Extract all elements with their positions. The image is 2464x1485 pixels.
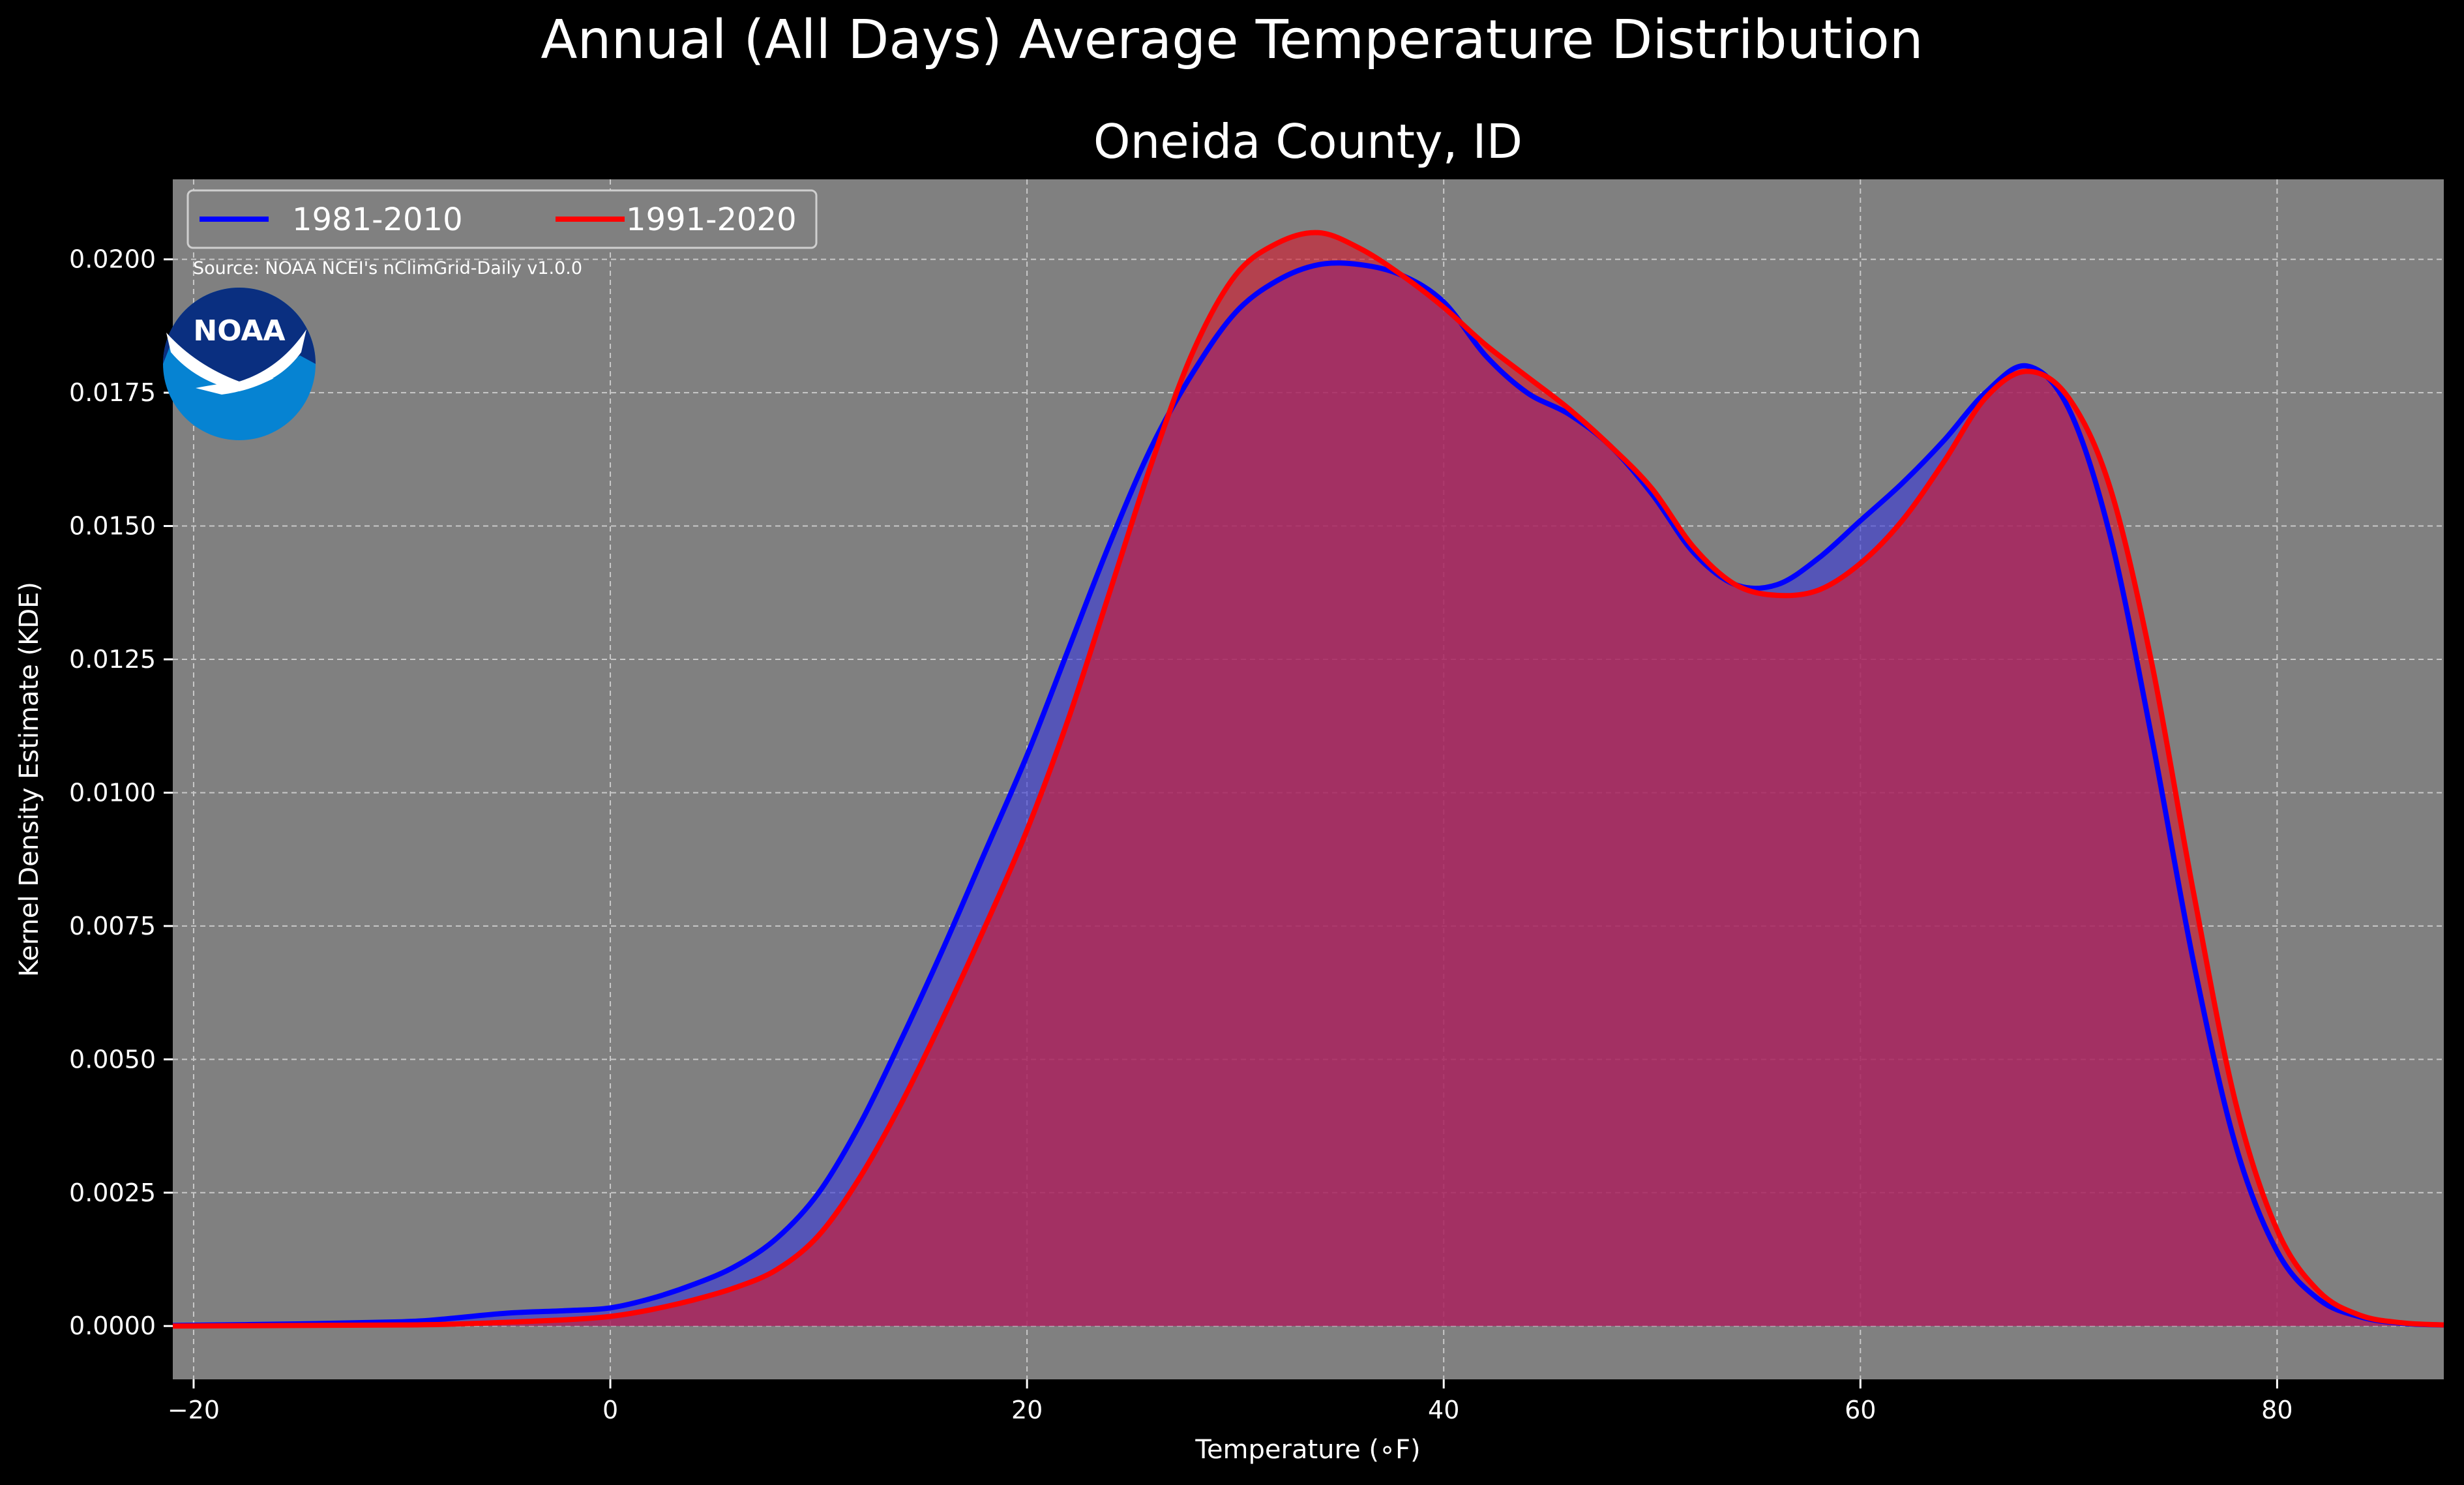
source-note: Source: NOAA NCEI's nClimGrid-Daily v1.0…: [193, 258, 582, 278]
y-tick-label: 0.0125: [69, 645, 156, 674]
density-line-1991-2020: [173, 230, 2444, 1329]
legend: 1981-2010 1991-2020: [186, 189, 818, 249]
x-tick-label: −20: [168, 1396, 220, 1424]
density-lines: [173, 230, 2444, 1329]
y-tick-label: 0.0050: [69, 1045, 156, 1073]
x-axis-ticks: −20 0 20 40 60 80: [168, 1379, 2293, 1424]
y-tick-label: 0.0200: [69, 245, 156, 274]
density-fill-1991-2020: [173, 232, 2444, 1327]
y-tick-label: 0.0100: [69, 778, 156, 807]
legend-frame: [186, 189, 818, 249]
legend-label-1991-2020: 1991-2020: [626, 202, 797, 238]
y-axis-ticks: 0.0000 0.0025 0.0050 0.0075 0.0100 0.0125 0.01…: [69, 245, 173, 1340]
density-fills: [173, 232, 2444, 1327]
x-tick-label: 40: [1428, 1396, 1459, 1424]
y-tick-label: 0.0075: [69, 912, 156, 940]
x-tick-label: 60: [1845, 1396, 1876, 1424]
y-tick-label: 0.0175: [69, 378, 156, 407]
noaa-logo-icon: NOAA: [163, 288, 316, 440]
legend-label-1981-2010: 1981-2010: [292, 202, 463, 238]
y-tick-label: 0.0000: [69, 1312, 156, 1340]
y-axis-label: Kernel Density Estimate (KDE): [14, 582, 44, 977]
y-tick-label: 0.0025: [69, 1178, 156, 1207]
x-tick-label: 0: [602, 1396, 618, 1424]
x-tick-label: 20: [1011, 1396, 1043, 1424]
x-tick-label: 80: [2261, 1396, 2293, 1424]
x-axis-label: Temperature (∘F): [1195, 1435, 1420, 1465]
y-tick-label: 0.0150: [69, 512, 156, 541]
noaa-logo-text: NOAA: [193, 314, 285, 348]
chart-suptitle: Annual (All Days) Average Temperature Di…: [541, 9, 1923, 71]
chart-title: Oneida County, ID: [1093, 114, 1522, 169]
